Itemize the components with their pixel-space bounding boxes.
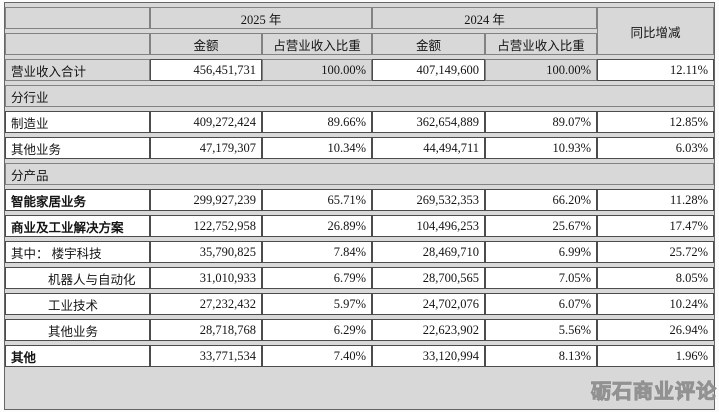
pct-2025: 5.97%	[262, 293, 373, 315]
amount-2025: 28,718,768	[150, 319, 262, 341]
header-pct-2024: 占营业收入比重	[485, 33, 598, 55]
pct-2024: 100.00%	[485, 59, 598, 81]
amount-2025: 299,927,239	[150, 189, 262, 211]
yoy-value: 25.72%	[597, 241, 714, 263]
pct-2025: 10.34%	[262, 137, 373, 159]
amount-2024: 104,496,253	[372, 215, 486, 237]
pct-2025: 65.71%	[262, 189, 373, 211]
row-label: 其中： 楼宇科技	[5, 241, 150, 263]
row-total-revenue: 营业收入合计 456,451,731 100.00% 407,149,600 1…	[5, 59, 714, 81]
pct-2025: 6.79%	[262, 267, 373, 289]
amount-2024: 24,702,076	[372, 293, 486, 315]
yoy-value: 17.47%	[597, 215, 714, 237]
pct-2024: 89.07%	[485, 111, 598, 133]
row-label: 智能家居业务	[5, 189, 150, 211]
amount-2025: 31,010,933	[150, 267, 262, 289]
yoy-value: 6.03%	[597, 137, 714, 159]
amount-2025: 33,771,534	[150, 345, 262, 367]
row-robotics-automation: 机器人与自动化 31,010,933 6.79% 28,700,565 7.05…	[5, 267, 714, 289]
header-row-years: 2025 年 2024 年 同比增减	[5, 7, 714, 55]
amount-2025: 27,232,432	[150, 293, 262, 315]
revenue-table: 2025 年 2024 年 同比增减 金额 占营业收入比重 金额 占营业收入比重…	[5, 3, 714, 371]
row-commercial-industrial-solutions: 商业及工业解决方案 122,752,958 26.89% 104,496,253…	[5, 215, 714, 237]
row-label: 其他业务	[5, 137, 150, 159]
row-label: 工业技术	[5, 293, 150, 315]
amount-2024: 269,532,353	[372, 189, 486, 211]
row-manufacturing: 制造业 409,272,424 89.66% 362,654,889 89.07…	[5, 111, 714, 133]
pct-2025: 7.84%	[262, 241, 373, 263]
yoy-value: 8.05%	[597, 267, 714, 289]
pct-2025: 100.00%	[262, 59, 373, 81]
header-year-2025: 2025 年	[150, 7, 373, 29]
row-label: 商业及工业解决方案	[5, 215, 150, 237]
amount-2025: 456,451,731	[150, 59, 262, 81]
row-label: 制造业	[5, 111, 150, 133]
yoy-value: 26.94%	[597, 319, 714, 341]
pct-2024: 6.99%	[485, 241, 598, 263]
amount-2024: 28,469,710	[372, 241, 486, 263]
row-label: 机器人与自动化	[5, 267, 150, 289]
yoy-value: 11.28%	[597, 189, 714, 211]
pct-2024: 8.13%	[485, 345, 598, 367]
amount-2024: 33,120,994	[372, 345, 486, 367]
yoy-value: 12.11%	[597, 59, 714, 81]
yoy-value: 12.85%	[597, 111, 714, 133]
header-amount-2024: 金额	[372, 33, 486, 55]
amount-2024: 22,623,902	[372, 319, 486, 341]
row-building-technology: 其中： 楼宇科技 35,790,825 7.84% 28,469,710 6.9…	[5, 241, 714, 263]
amount-2025: 409,272,424	[150, 111, 262, 133]
row-other-business-product: 其他业务 28,718,768 6.29% 22,623,902 5.56% 2…	[5, 319, 714, 341]
row-smart-home: 智能家居业务 299,927,239 65.71% 269,532,353 66…	[5, 189, 714, 211]
header-empty-cell-2	[5, 33, 150, 55]
row-label: 其他	[5, 345, 150, 367]
header-amount-2025: 金额	[150, 33, 262, 55]
header-yoy: 同比增减	[597, 7, 714, 55]
header-year-2024: 2024 年	[372, 7, 598, 29]
section-label: 分产品	[5, 163, 714, 185]
row-other: 其他 33,771,534 7.40% 33,120,994 8.13% 1.9…	[5, 345, 714, 367]
row-by-product-section: 分产品	[5, 163, 714, 185]
row-by-industry-section: 分行业	[5, 85, 714, 107]
amount-2025: 35,790,825	[150, 241, 262, 263]
pct-2024: 66.20%	[485, 189, 598, 211]
pct-2024: 6.07%	[485, 293, 598, 315]
header-pct-2025: 占营业收入比重	[262, 33, 373, 55]
header-row-metrics: 金额 占营业收入比重 金额 占营业收入比重	[5, 33, 714, 55]
pct-2025: 26.89%	[262, 215, 373, 237]
row-industrial-technology: 工业技术 27,232,432 5.97% 24,702,076 6.07% 1…	[5, 293, 714, 315]
pct-2024: 5.56%	[485, 319, 598, 341]
pct-2024: 10.93%	[485, 137, 598, 159]
amount-2024: 44,494,711	[372, 137, 486, 159]
amount-2025: 122,752,958	[150, 215, 262, 237]
pct-2025: 7.40%	[262, 345, 373, 367]
row-other-business-industry: 其他业务 47,179,307 10.34% 44,494,711 10.93%…	[5, 137, 714, 159]
yoy-value: 10.24%	[597, 293, 714, 315]
header-empty-cell	[5, 7, 150, 29]
row-label: 营业收入合计	[5, 59, 150, 81]
row-label: 其他业务	[5, 319, 150, 341]
pct-2025: 6.29%	[262, 319, 373, 341]
pct-2024: 7.05%	[485, 267, 598, 289]
revenue-breakdown-table: 2025 年 2024 年 同比增减 金额 占营业收入比重 金额 占营业收入比重…	[4, 2, 715, 410]
amount-2025: 47,179,307	[150, 137, 262, 159]
section-label: 分行业	[5, 85, 714, 107]
yoy-value: 1.96%	[597, 345, 714, 367]
pct-2025: 89.66%	[262, 111, 373, 133]
amount-2024: 362,654,889	[372, 111, 486, 133]
pct-2024: 25.67%	[485, 215, 598, 237]
amount-2024: 28,700,565	[372, 267, 486, 289]
amount-2024: 407,149,600	[372, 59, 486, 81]
